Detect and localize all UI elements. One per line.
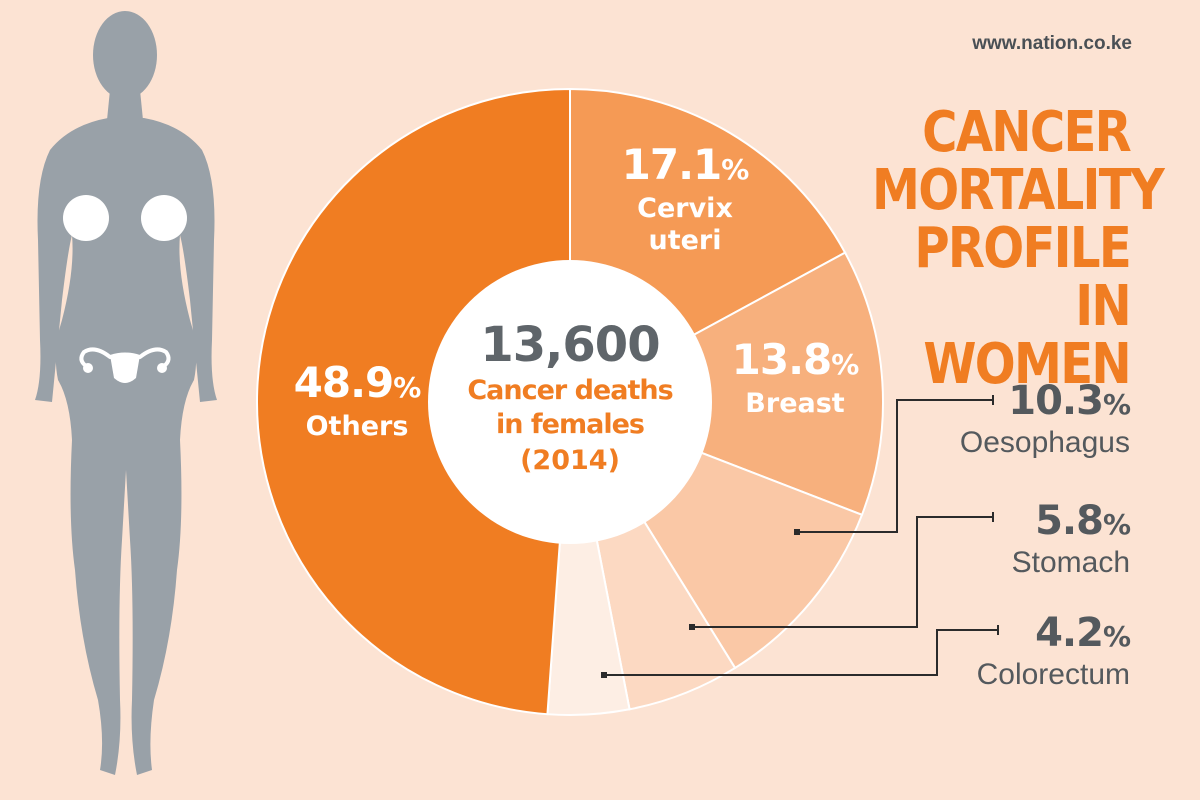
breast-icons (63, 195, 187, 241)
leader-line-stomach (692, 516, 993, 628)
side-value-stomach: 5.8 (1035, 498, 1104, 544)
slice-label-cervix: 17.1% Cervix uteri (621, 140, 750, 257)
female-silhouette-icon (35, 11, 217, 775)
pie-slice-breast (567, 251, 884, 517)
pie-slice-others (256, 87, 571, 716)
side-value-oesophagus: 10.3 (1008, 378, 1104, 424)
center-caption-line2: in females (496, 409, 645, 440)
page-title: CANCER MORTALITY PROFILE IN WOMEN (872, 100, 1165, 397)
slice-value-breast: 13.8 (731, 335, 833, 384)
slice-label-others: 48.9% Others (272, 360, 442, 443)
slice-name-breast: Breast (745, 388, 845, 419)
slice-name-cervix: Cervix uteri (637, 193, 733, 256)
leader-line-colorectum (604, 629, 998, 676)
slice-label-breast: 13.8% Breast (720, 337, 870, 420)
uterus-icon (79, 347, 171, 383)
side-label-oesophagus: 10.3% Oesophagus (959, 378, 1131, 459)
center-caption-line3: (2014) (520, 445, 620, 476)
slice-value-others: 48.9 (293, 358, 395, 407)
side-label-stomach: 5.8% Stomach (1011, 498, 1131, 579)
leader-line-oesophagus (797, 399, 993, 533)
center-caption-line1: Cancer deaths (467, 375, 673, 406)
slice-name-others: Others (305, 411, 409, 442)
side-name-oesophagus: Oesophagus (959, 426, 1130, 459)
site-url: www.nation.co.ke (972, 33, 1132, 54)
leader-lines (604, 395, 999, 676)
side-name-stomach: Stomach (1011, 546, 1130, 579)
slice-value-cervix: 17.1 (621, 140, 723, 189)
leader-dots (601, 529, 800, 678)
center-total: 13,600 (480, 317, 660, 373)
center-hole (428, 260, 712, 544)
side-value-colorectum: 4.2 (1035, 610, 1104, 656)
side-name-colorectum: Colorectum (976, 658, 1130, 691)
center-label: 13,600 Cancer deaths in females (2014) (430, 305, 710, 505)
side-label-colorectum: 4.2% Colorectum (976, 610, 1131, 691)
